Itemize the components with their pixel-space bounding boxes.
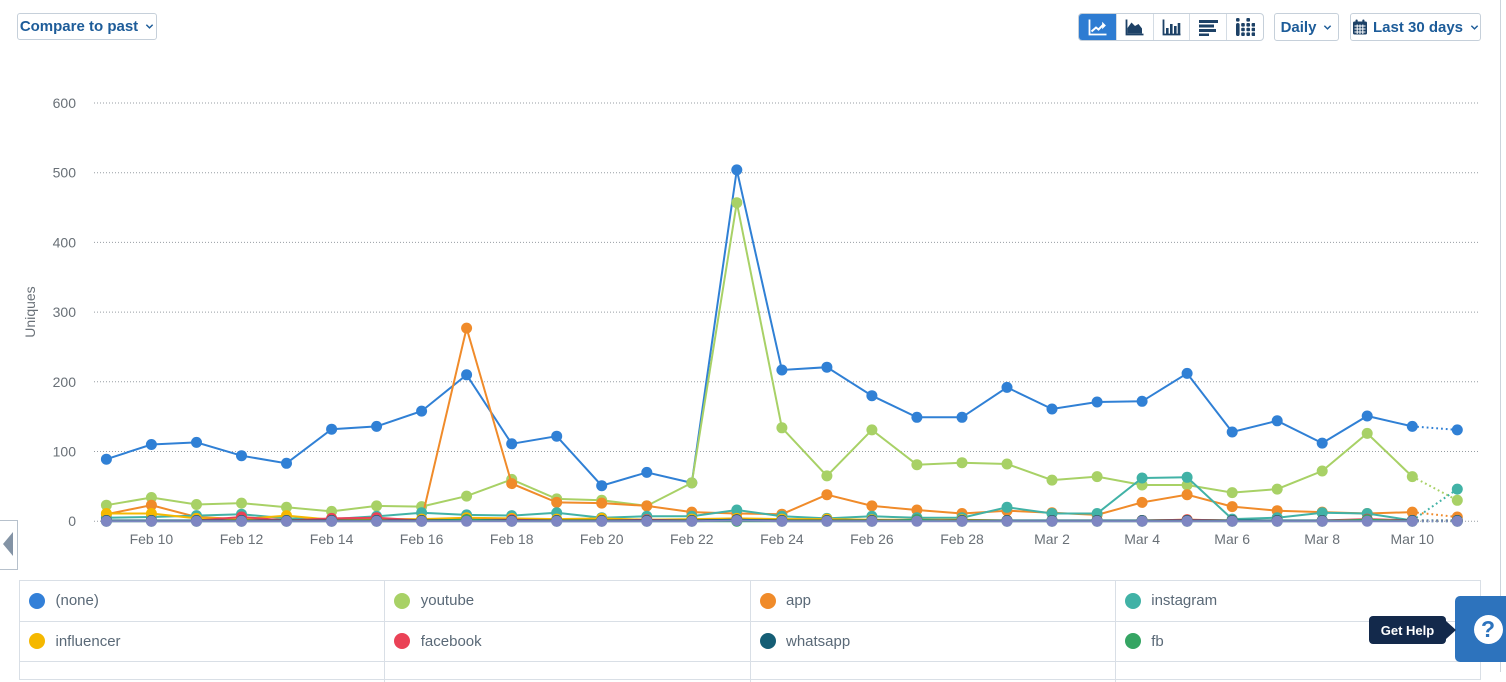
svg-text:Feb 14: Feb 14	[310, 531, 354, 547]
svg-text:Uniques: Uniques	[22, 286, 38, 337]
svg-text:Feb 16: Feb 16	[400, 531, 444, 547]
svg-text:200: 200	[53, 374, 77, 390]
svg-text:Feb 12: Feb 12	[220, 531, 264, 547]
svg-text:Feb 18: Feb 18	[490, 531, 534, 547]
svg-text:Mar 10: Mar 10	[1391, 531, 1435, 547]
svg-text:Mar 4: Mar 4	[1124, 531, 1160, 547]
svg-text:500: 500	[53, 165, 77, 181]
svg-text:400: 400	[53, 234, 77, 250]
svg-text:Mar 2: Mar 2	[1034, 531, 1070, 547]
svg-text:Feb 24: Feb 24	[760, 531, 804, 547]
svg-text:100: 100	[53, 444, 77, 460]
svg-text:Feb 22: Feb 22	[670, 531, 714, 547]
svg-text:Feb 10: Feb 10	[130, 531, 174, 547]
svg-text:Feb 20: Feb 20	[580, 531, 624, 547]
svg-text:600: 600	[53, 95, 77, 111]
svg-text:0: 0	[68, 513, 76, 529]
svg-text:Feb 26: Feb 26	[850, 531, 894, 547]
svg-text:Feb 28: Feb 28	[940, 531, 984, 547]
svg-text:300: 300	[53, 304, 77, 320]
svg-text:Mar 6: Mar 6	[1214, 531, 1250, 547]
svg-text:Mar 8: Mar 8	[1304, 531, 1340, 547]
